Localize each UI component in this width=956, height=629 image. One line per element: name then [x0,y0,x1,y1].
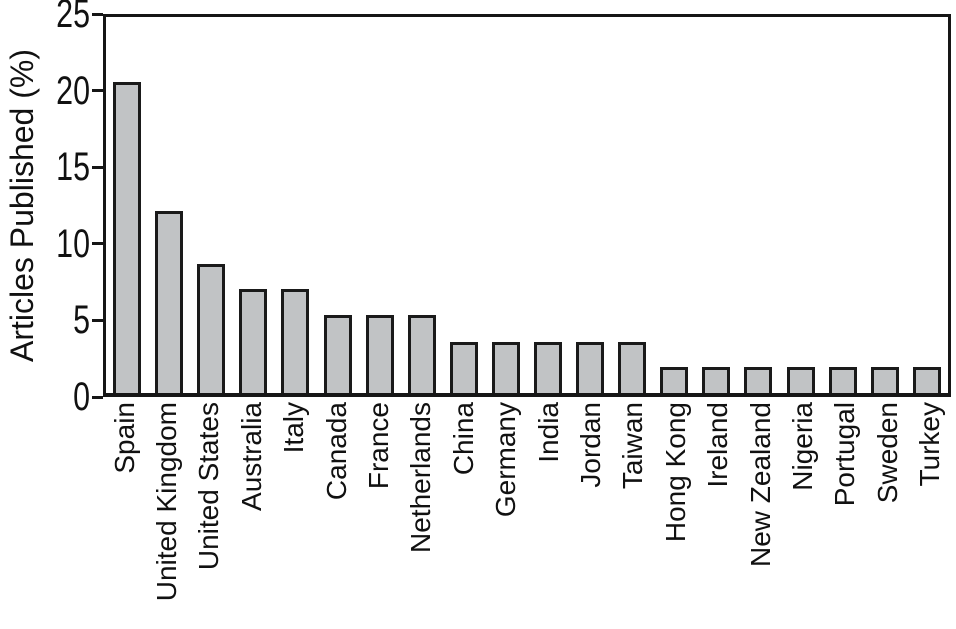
bar-jordan [576,341,605,393]
bar-nigeria [786,367,815,393]
x-axis-label: Ireland [702,402,734,488]
bar-china [449,341,478,393]
bar-united-states [197,263,226,393]
y-tick-label: 0 [73,375,90,419]
x-label-cell: Australia [230,402,272,511]
y-tick-mark [92,395,103,399]
bar-new-zealand [744,367,773,393]
y-axis: 0 5 10 15 20 25 [0,0,103,419]
bar-slot [569,17,611,393]
x-label-cell: Taiwan [612,402,654,489]
x-axis-label: United States [193,402,225,571]
plot-area [103,14,951,397]
x-axis-label: India [532,402,564,463]
x-axis-label: Hong Kong [659,402,691,543]
x-axis-label: Netherlands [405,402,437,553]
y-tick-mark [92,89,103,93]
bar-germany [491,341,520,393]
x-axis-label: Italy [278,402,310,454]
y-tick-mark [92,12,103,16]
x-label-cell: Jordan [569,402,611,488]
y-tick-label: 15 [56,145,90,190]
y-tick-label: 25 [56,0,90,36]
x-label-cell: United Kingdom [145,402,187,601]
bar-slot [190,17,232,393]
x-label-cell: Spain [103,402,145,474]
bar-portugal [828,367,857,393]
x-label-cell: New Zealand [739,402,781,567]
bar-ireland [702,367,731,393]
x-axis-label: Germany [490,402,522,518]
x-label-cell: Germany [485,402,527,517]
x-label-cell: France [357,402,399,489]
bar-slot [695,17,737,393]
bar-slot [611,17,653,393]
x-label-cell: Sweden [866,402,908,503]
x-axis-label: France [362,402,394,490]
y-tick-mark [92,318,103,322]
y-tick-label: 5 [73,298,90,343]
x-label-cell: Turkey [909,402,951,487]
y-tick-label: 10 [56,221,90,266]
x-axis-label: Canada [320,402,352,501]
x-label-cell: Netherlands [400,402,442,553]
y-tick-label: 20 [56,68,90,113]
x-axis-label: United Kingdom [150,402,182,602]
x-axis-labels: Spain United Kingdom United States Australi… [103,402,951,629]
bar-slot [148,17,190,393]
bar-spain [113,81,142,393]
bar-slot [864,17,906,393]
x-label-cell: Nigeria [782,402,824,491]
x-axis-label: Turkey [914,402,946,487]
x-axis-label: Australia [235,402,267,511]
bar-slot [485,17,527,393]
bars-container [106,17,948,393]
bar-slot [737,17,779,393]
bar-slot [106,17,148,393]
bar-france [365,314,394,393]
bar-slot [780,17,822,393]
y-tick-mark [92,242,103,246]
bar-hong-kong [660,367,689,393]
x-label-cell: Ireland [697,402,739,488]
x-label-cell: China [442,402,484,475]
x-label-cell: Italy [273,402,315,453]
bar-slot [527,17,569,393]
x-axis-label: China [447,402,479,476]
bar-slot [443,17,485,393]
bar-canada [323,314,352,393]
x-axis-label: Sweden [871,402,903,504]
bar-india [533,341,562,393]
bar-australia [239,289,268,393]
bar-slot [316,17,358,393]
x-axis-label: Jordan [574,402,606,488]
x-axis-label: Spain [108,402,140,474]
bar-sweden [870,367,899,393]
x-label-cell: India [527,402,569,463]
x-axis-label: New Zealand [744,402,776,567]
x-label-cell: Portugal [824,402,866,506]
bar-united-kingdom [155,211,184,393]
x-label-cell: Canada [315,402,357,500]
bar-taiwan [618,341,647,393]
y-tick-mark [92,165,103,169]
bar-italy [281,289,310,393]
bar-turkey [912,367,941,393]
x-axis-label: Taiwan [617,402,649,490]
bar-slot [906,17,948,393]
bar-netherlands [407,314,436,393]
bar-slot [359,17,401,393]
x-label-cell: United States [188,402,230,570]
bar-slot [653,17,695,393]
bar-slot [274,17,316,393]
bar-slot [232,17,274,393]
bar-slot [822,17,864,393]
bar-slot [401,17,443,393]
x-axis-label: Nigeria [787,402,818,491]
x-label-cell: Hong Kong [654,402,696,542]
x-axis-label: Portugal [829,402,861,507]
